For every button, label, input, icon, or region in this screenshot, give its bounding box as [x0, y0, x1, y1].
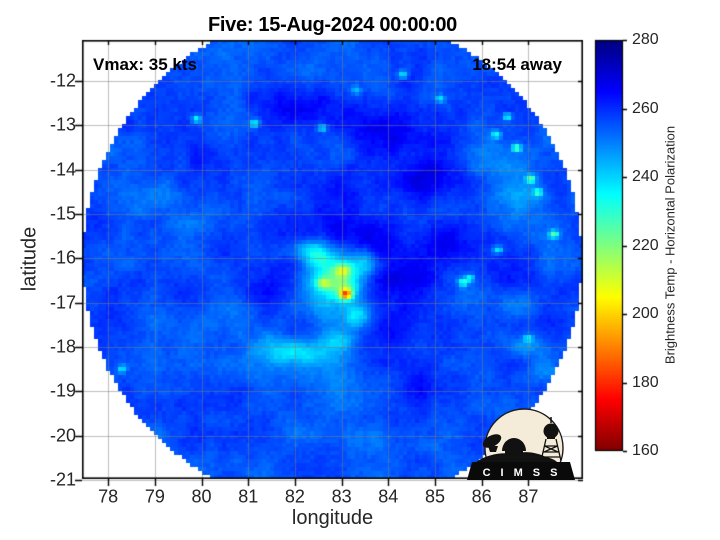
- colorbar-tick-label: 240: [632, 168, 659, 185]
- figure-title: Five: 15-Aug-2024 00:00:00: [208, 14, 457, 36]
- cimss-logo: CIMSS: [467, 408, 575, 480]
- colorbar-tick-label: 260: [632, 99, 659, 117]
- y-tick-label: -21: [49, 469, 76, 490]
- x-tick-label: 85: [424, 486, 445, 507]
- x-tick-label: 79: [144, 486, 165, 507]
- y-tick-label: -12: [49, 70, 76, 91]
- y-tick-label: -13: [49, 114, 76, 135]
- colorbar-tick-label: 180: [632, 373, 659, 391]
- water-tower-icon: [540, 417, 562, 462]
- x-tick-label: 86: [471, 486, 492, 507]
- colorbar-tick-label: 160: [632, 442, 659, 459]
- y-tick-label: -14: [49, 159, 76, 180]
- x-tick-label: 84: [378, 486, 399, 507]
- colorbar-tick-label: 200: [632, 305, 659, 322]
- colorbar-label: Brightness Temp - Horizontal Polarizatio…: [662, 125, 678, 365]
- y-tick-label: -16: [49, 247, 76, 268]
- y-axis-label: latitude: [18, 226, 41, 292]
- y-tick-label: -18: [49, 336, 76, 357]
- x-tick-label: 81: [238, 486, 259, 507]
- x-tick-label: 80: [191, 486, 212, 507]
- colorbar-tick-label: 220: [632, 236, 659, 254]
- x-tick-label: 83: [331, 486, 352, 507]
- y-tick-label: -17: [49, 292, 76, 313]
- ground-silhouette: [476, 452, 557, 462]
- y-tick-label: -15: [49, 203, 76, 224]
- x-tick-label: 78: [98, 486, 119, 507]
- y-tick-label: -20: [49, 425, 76, 446]
- vmax-annotation: Vmax: 35 kts: [93, 55, 197, 74]
- cimss-logo-text: CIMSS: [483, 467, 568, 479]
- radome-icon: [476, 434, 557, 462]
- y-tick-label: -19: [49, 380, 76, 401]
- colorbar-tick-label: 280: [632, 31, 659, 48]
- x-tick-label: 87: [518, 486, 539, 507]
- time-offset-annotation: 18:54 away: [472, 55, 562, 74]
- cimss-banner: CIMSS: [467, 462, 575, 480]
- x-axis-label: longitude: [291, 507, 374, 529]
- x-tick-label: 82: [284, 486, 305, 507]
